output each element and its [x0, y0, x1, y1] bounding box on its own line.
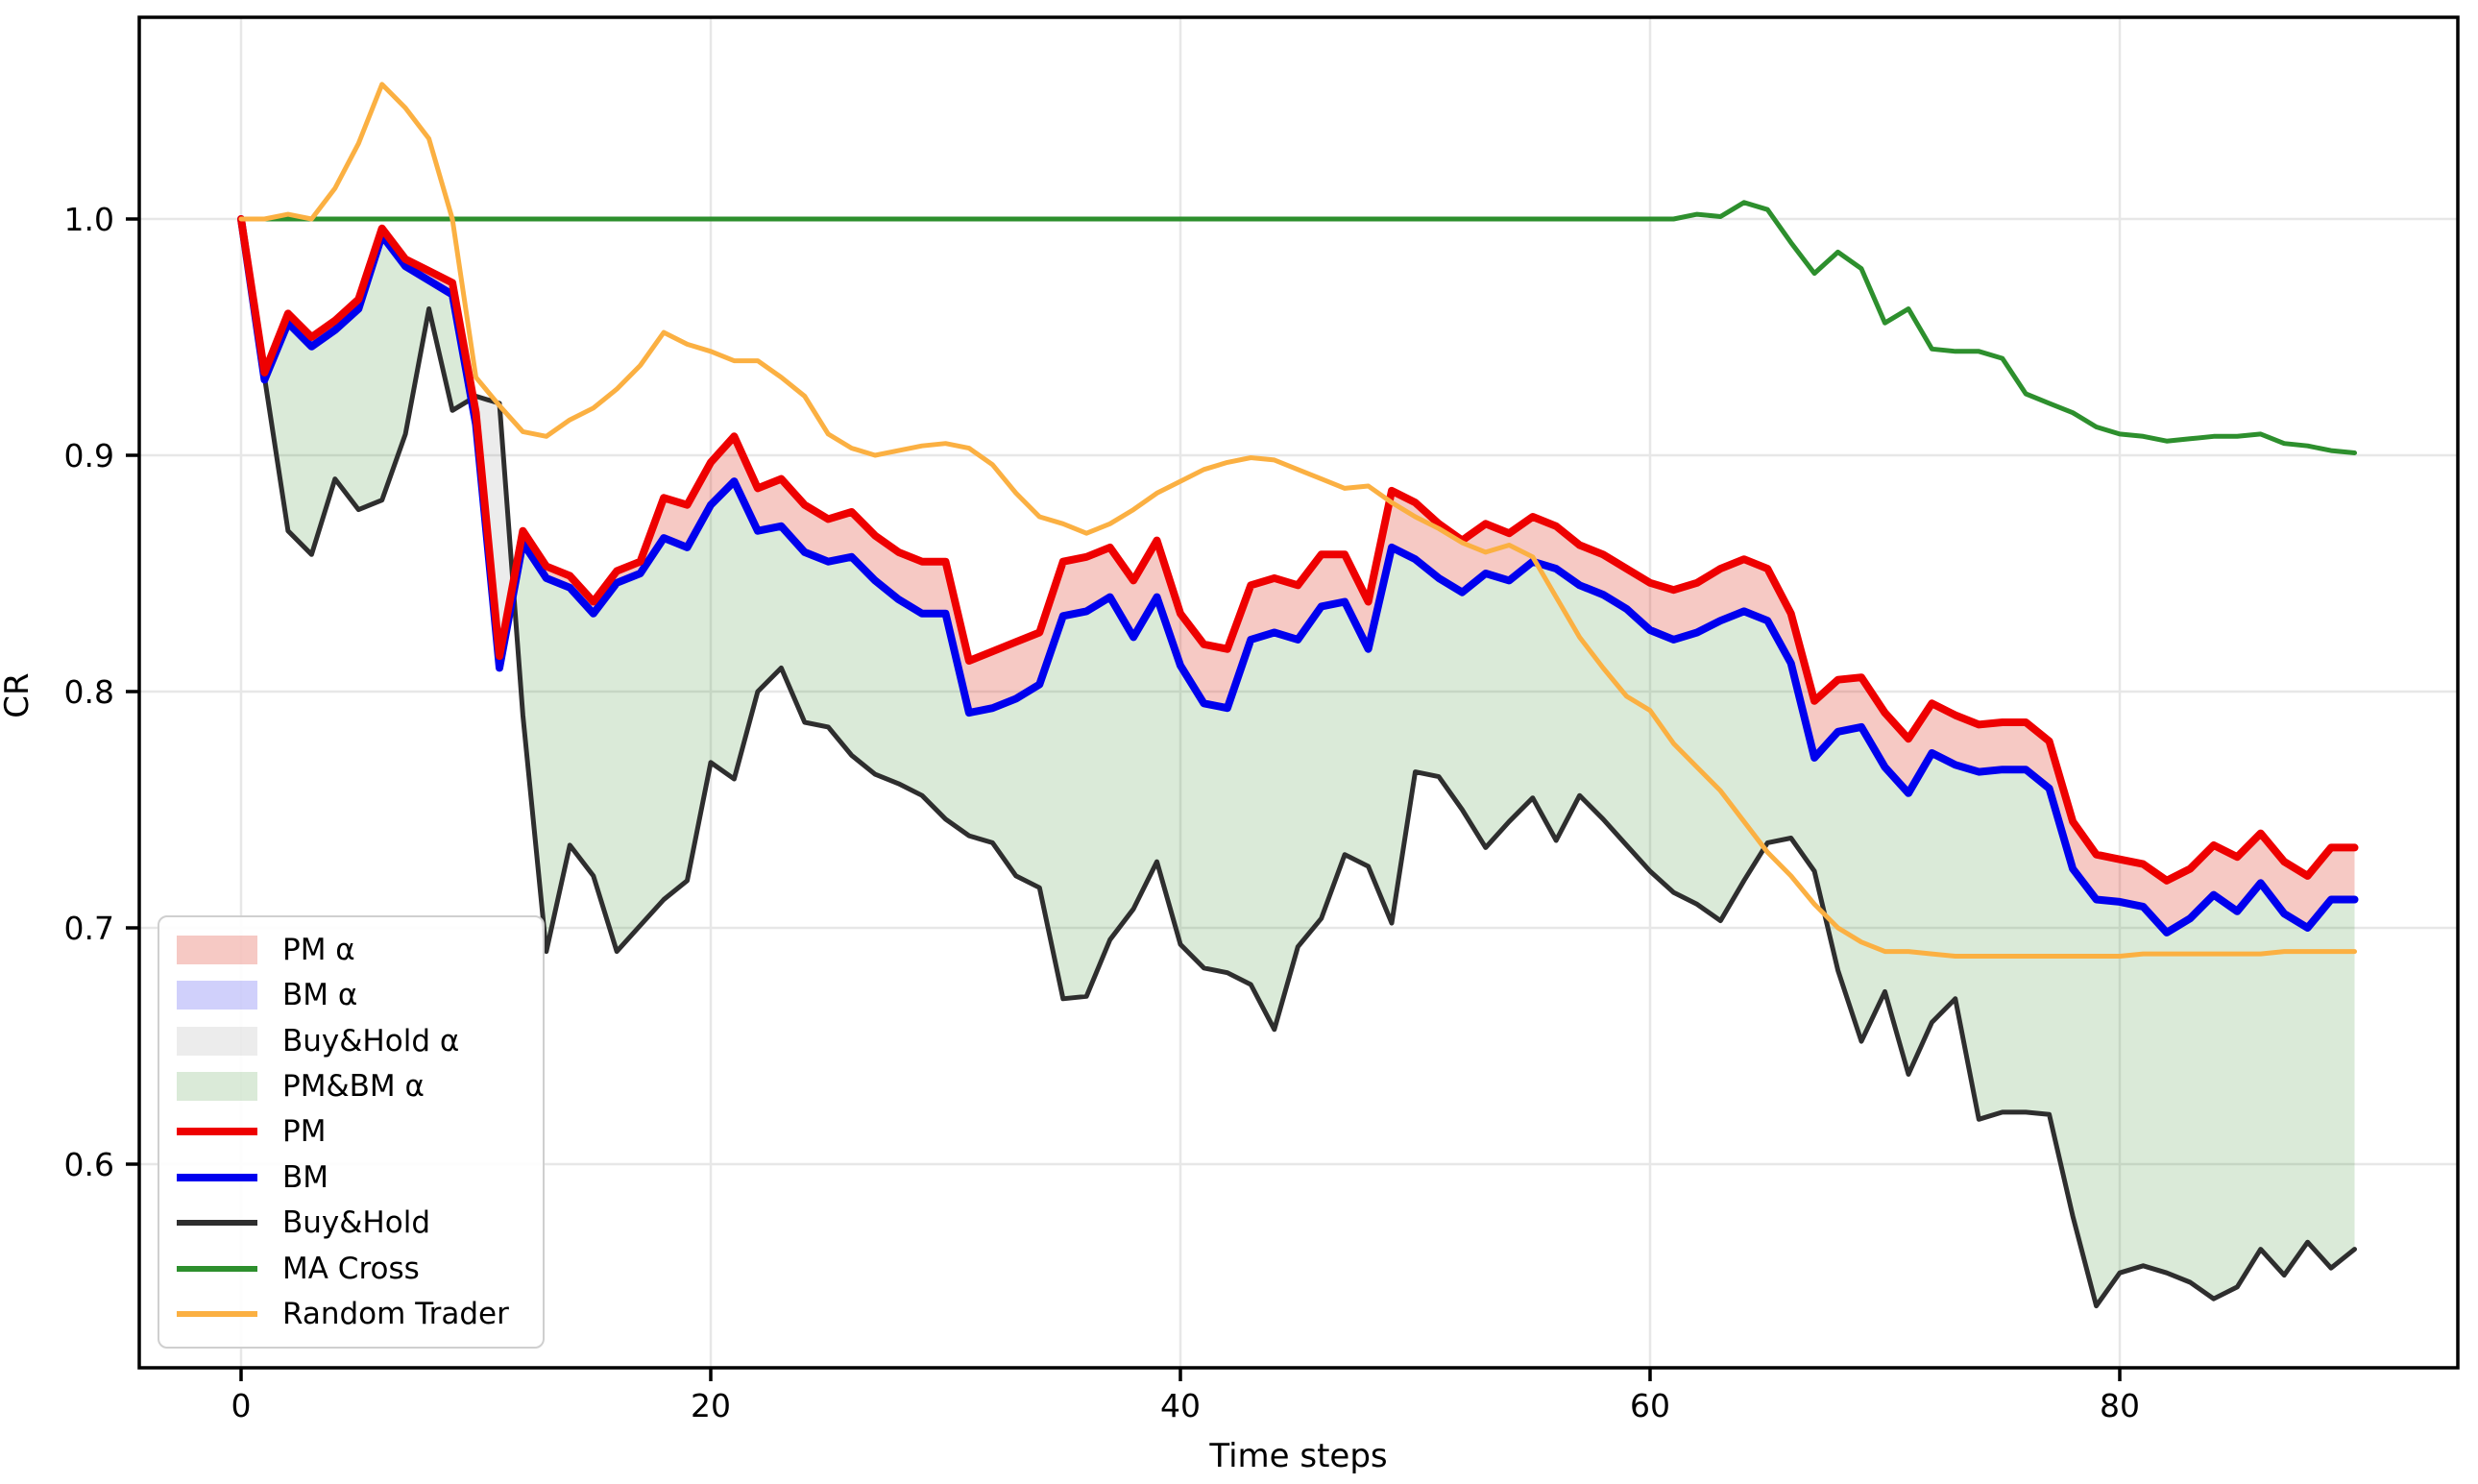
legend-swatch-buyhold-line	[177, 1220, 257, 1227]
legend-item: MA Cross	[177, 1246, 525, 1291]
ma-cross-line	[238, 200, 2357, 455]
x-tick-label: 20	[691, 1387, 731, 1424]
fill-bands	[241, 219, 2355, 1306]
legend-line-swatch	[177, 1173, 257, 1181]
legend-item: PM&BM α	[177, 1063, 525, 1108]
legend-item: PM α	[177, 927, 525, 972]
legend-line-swatch	[177, 1128, 257, 1136]
legend-swatch-pmbm-alpha	[177, 1072, 257, 1102]
legend-item: Random Trader	[177, 1292, 525, 1337]
y-axis-label: CR	[0, 672, 36, 718]
buyhold-line	[238, 216, 2357, 1309]
legend-item: BM	[177, 1155, 525, 1200]
random-line	[238, 82, 2357, 959]
x-tick-label: 0	[231, 1387, 252, 1424]
legend-line-swatch	[177, 1311, 257, 1318]
legend-swatch-buyhold-alpha	[177, 1026, 257, 1056]
bm-line	[237, 215, 2359, 937]
legend-label: Buy&Hold α	[282, 1023, 460, 1058]
tick-labels: 0 20 40 60 80 1.0 0.9 0.8 0.7 0.6	[64, 201, 2140, 1424]
legend-patch-swatch	[177, 981, 257, 1010]
legend-item: Buy&Hold α	[177, 1018, 525, 1063]
y-tick-label: 0.7	[64, 910, 114, 947]
legend-line-swatch	[177, 1220, 257, 1227]
legend-label: Random Trader	[282, 1297, 509, 1332]
x-tick-label: 60	[1630, 1387, 1670, 1424]
legend-item: BM α	[177, 972, 525, 1017]
legend-label: PM&BM α	[282, 1069, 425, 1105]
legend-patch-swatch	[177, 935, 257, 964]
legend: PM α BM α Buy&Hold α PM&BM α PM BM Buy&H…	[158, 915, 545, 1349]
legend-swatch-pm-line	[177, 1128, 257, 1136]
legend-label: PM	[282, 1114, 327, 1150]
series-lines	[237, 82, 2359, 1309]
legend-label: Buy&Hold	[282, 1205, 431, 1241]
x-axis-label: Time steps	[1209, 1437, 1388, 1475]
legend-label: BM	[282, 1159, 329, 1195]
legend-swatch-pm-alpha	[177, 935, 257, 964]
legend-label: MA Cross	[282, 1251, 420, 1286]
legend-swatch-ma-cross-line	[177, 1265, 257, 1272]
legend-patch-swatch	[177, 1026, 257, 1056]
legend-item: PM	[177, 1109, 525, 1155]
axes-spines-and-ticks	[126, 15, 2460, 1381]
x-tick-label: 40	[1160, 1387, 1201, 1424]
legend-label: BM α	[282, 978, 358, 1013]
pm-line	[237, 215, 2359, 885]
y-tick-label: 1.0	[64, 201, 114, 238]
y-tick-label: 0.6	[64, 1146, 114, 1183]
legend-patch-swatch	[177, 1072, 257, 1102]
legend-swatch-bm-alpha	[177, 981, 257, 1010]
legend-item: Buy&Hold	[177, 1201, 525, 1246]
legend-line-swatch	[177, 1265, 257, 1272]
y-tick-label: 0.9	[64, 437, 114, 474]
x-tick-label: 80	[2100, 1387, 2140, 1424]
legend-label: PM α	[282, 932, 355, 967]
y-tick-label: 0.8	[64, 673, 114, 711]
legend-swatch-bm-line	[177, 1173, 257, 1181]
legend-swatch-random-trader-line	[177, 1311, 257, 1318]
pmbm-alpha-fill	[266, 235, 2355, 1306]
